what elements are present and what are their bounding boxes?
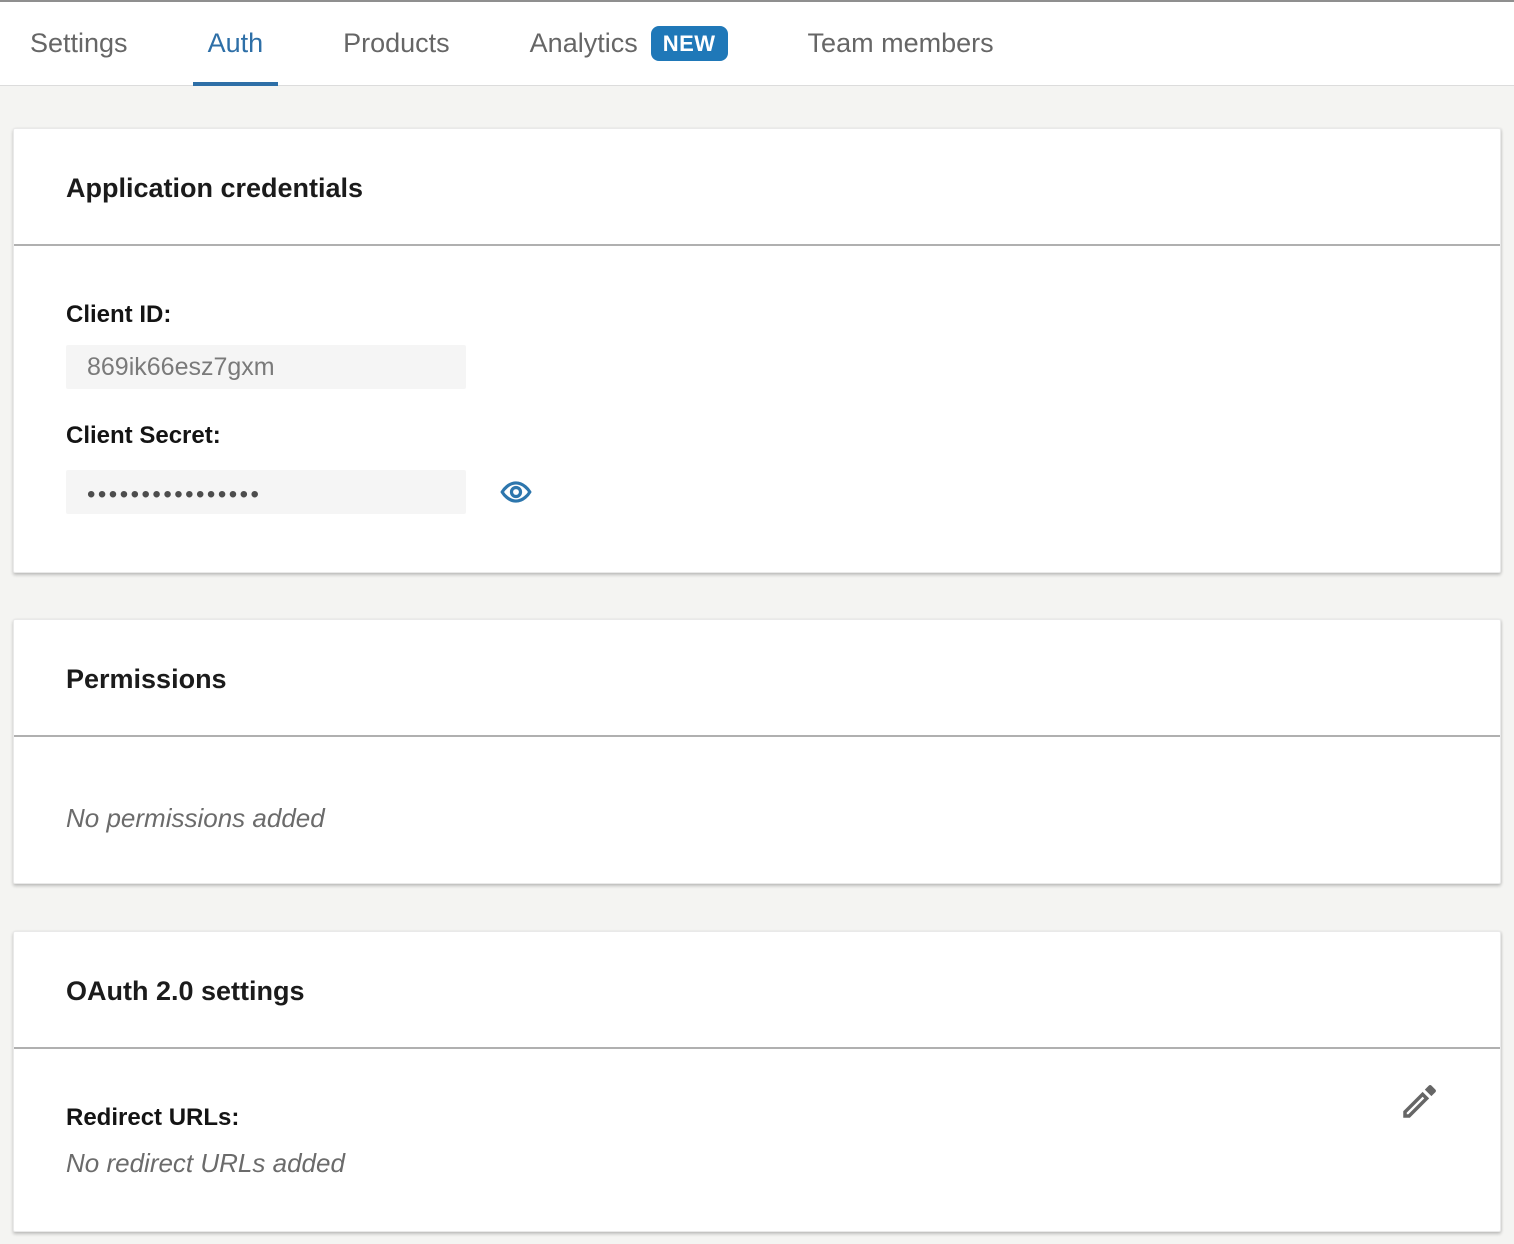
tab-analytics[interactable]: Analytics NEW <box>515 2 743 85</box>
eye-icon <box>500 476 532 508</box>
client-secret-row: •••••••••••••••• <box>66 450 1448 572</box>
no-redirect-urls-text: No redirect URLs added <box>66 1148 345 1178</box>
client-id-field: 869ik66esz7gxm <box>66 345 466 389</box>
oauth-settings-header: OAuth 2.0 settings <box>14 932 1500 1049</box>
new-badge: NEW <box>650 26 728 61</box>
tab-settings-label: Settings <box>30 28 128 58</box>
client-secret-field: •••••••••••••••• <box>66 470 466 514</box>
client-id-label: Client ID: <box>66 301 172 328</box>
tab-team-members[interactable]: Team members <box>793 2 1009 85</box>
permissions-header: Permissions <box>14 620 1500 737</box>
tab-team-members-label: Team members <box>807 28 994 58</box>
client-secret-label: Client Secret: <box>66 422 221 449</box>
application-credentials-title: Application credentials <box>66 173 364 203</box>
tab-settings[interactable]: Settings <box>15 2 143 85</box>
tab-auth[interactable]: Auth <box>192 2 279 86</box>
tab-auth-label: Auth <box>207 28 264 58</box>
redirect-urls-label: Redirect URLs: <box>66 1104 240 1131</box>
tab-analytics-label: Analytics <box>529 28 638 58</box>
oauth-settings-body: Redirect URLs: No redirect URLs added <box>14 1049 1500 1231</box>
permissions-title: Permissions <box>66 664 227 694</box>
pencil-icon <box>1398 1081 1440 1123</box>
application-credentials-header: Application credentials <box>14 129 1500 246</box>
reveal-secret-button[interactable] <box>500 476 532 508</box>
no-permissions-text: No permissions added <box>66 803 325 833</box>
tab-products[interactable]: Products <box>328 2 465 85</box>
application-credentials-card: Application credentials Client ID: 869ik… <box>13 128 1501 573</box>
oauth-settings-title: OAuth 2.0 settings <box>66 976 305 1006</box>
permissions-card: Permissions No permissions added <box>13 619 1501 884</box>
application-credentials-body: Client ID: 869ik66esz7gxm Client Secret:… <box>14 246 1500 572</box>
permissions-body: No permissions added <box>14 737 1500 883</box>
edit-redirect-urls-button[interactable] <box>1398 1081 1440 1123</box>
oauth-settings-card: OAuth 2.0 settings Redirect URLs: No red… <box>13 931 1501 1232</box>
tab-products-label: Products <box>343 28 450 58</box>
tab-bar: Settings Auth Products Analytics NEW Tea… <box>0 0 1514 86</box>
